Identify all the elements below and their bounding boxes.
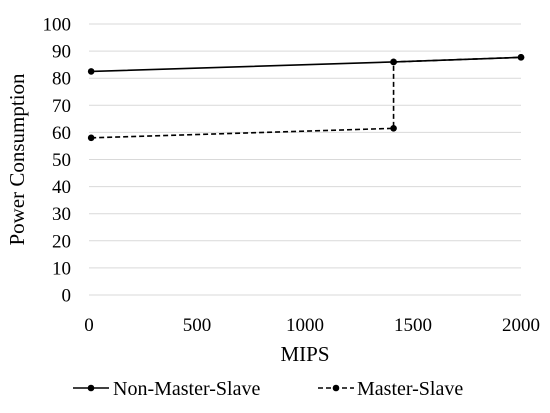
x-tick-label-500: 500: [183, 315, 212, 336]
y-tick-label-0: 0: [62, 286, 72, 307]
y-tick-label-40: 40: [52, 177, 71, 198]
data-point-non-master-slave-0: [87, 68, 95, 75]
y-tick-label-100: 100: [43, 15, 72, 36]
y-tick-label-30: 30: [52, 204, 71, 225]
y-tick-label-70: 70: [52, 96, 71, 117]
legend-item-master-slave: Master-Slave: [318, 378, 463, 400]
data-point-master-slave-2: [390, 58, 397, 66]
legend-label-non-master-slave: Non-Master-Slave: [113, 378, 260, 400]
series-group: [87, 54, 525, 142]
legend-marker-non-master-slave: [87, 384, 95, 392]
legend-item-non-master-slave: Non-Master-Slave: [73, 378, 260, 400]
x-tick-label-0: 0: [84, 315, 94, 336]
x-axis-label: MIPS: [280, 342, 329, 366]
data-point-master-slave-3: [517, 54, 525, 61]
legend-marker-master-slave: [332, 384, 340, 392]
y-tick-label-20: 20: [52, 231, 71, 252]
y-tick-label-10: 10: [52, 258, 71, 279]
data-point-master-slave-0: [87, 134, 95, 142]
data-point-master-slave-1: [390, 125, 397, 132]
x-tick-label-1000: 1000: [286, 315, 324, 336]
x-tick-label-2000: 2000: [502, 315, 540, 336]
series-non-master-slave: [87, 54, 525, 75]
series-line-non-master-slave: [91, 56, 522, 73]
y-tick-label-50: 50: [52, 150, 71, 171]
y-axis-label: Power Consumption: [5, 73, 29, 246]
series-line-master-slave: [91, 56, 522, 139]
y-tick-label-90: 90: [52, 42, 71, 63]
y-tick-label-60: 60: [52, 123, 71, 144]
legend-label-master-slave: Master-Slave: [357, 378, 463, 400]
x-tick-label-1500: 1500: [394, 315, 432, 336]
legend: Non-Master-Slave Master-Slave: [73, 378, 463, 400]
series-master-slave: [87, 54, 525, 142]
gridlines: [89, 23, 521, 269]
y-tick-label-80: 80: [52, 69, 71, 90]
